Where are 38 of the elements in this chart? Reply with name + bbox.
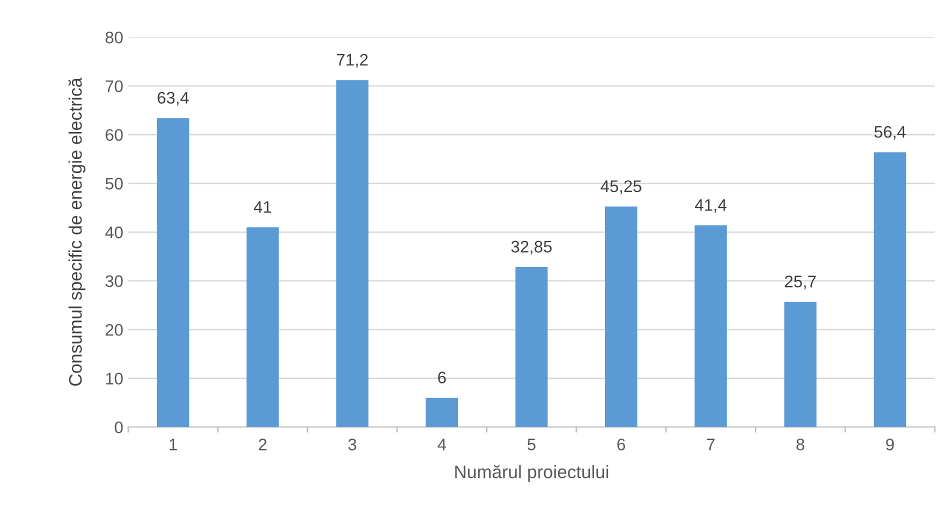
- y-tick-label: 70: [106, 80, 123, 92]
- x-tick-label: 1: [170, 438, 177, 450]
- data-label: 45,25: [600, 180, 642, 194]
- data-label: 32,85: [511, 240, 552, 255]
- y-tick-label: 40: [105, 226, 123, 238]
- y-tick-label: 50: [106, 178, 123, 190]
- data-label: 41: [254, 201, 272, 213]
- bar: [694, 225, 727, 428]
- bar: [336, 80, 368, 428]
- bar: [515, 266, 548, 428]
- x-tick-label: 9: [886, 438, 894, 450]
- bar: [784, 302, 817, 428]
- bar: [426, 398, 458, 428]
- bar: [874, 152, 906, 428]
- y-tick-label: 30: [105, 275, 123, 288]
- bar: [605, 206, 638, 428]
- x-axis-title: Numărul proiectului: [455, 464, 608, 482]
- data-label: 56,4: [874, 126, 906, 140]
- y-tick-label: 10: [106, 372, 123, 385]
- x-tick-label: 4: [438, 438, 446, 450]
- y-tick-label: 80: [106, 32, 123, 44]
- x-tick-label: 7: [706, 438, 715, 450]
- x-tick-label: 8: [796, 438, 804, 450]
- data-label: 41,4: [694, 199, 726, 213]
- y-tick-label: 60: [106, 129, 123, 141]
- bar: [156, 118, 190, 428]
- y-tick-label: 0: [114, 421, 123, 434]
- y-axis-title: Consumul specific de energie electrică: [68, 78, 86, 386]
- data-label: 63,4: [158, 92, 189, 106]
- x-tick-label: 6: [617, 438, 626, 450]
- bar: [246, 227, 279, 428]
- x-tick-label: 2: [258, 438, 266, 450]
- data-label: 6: [438, 372, 446, 384]
- y-tick-label: 20: [106, 324, 123, 336]
- x-tick-label: 3: [348, 438, 356, 450]
- data-label: 25,7: [784, 276, 816, 290]
- data-label: 71,2: [336, 54, 368, 68]
- x-tick-label: 5: [528, 438, 536, 450]
